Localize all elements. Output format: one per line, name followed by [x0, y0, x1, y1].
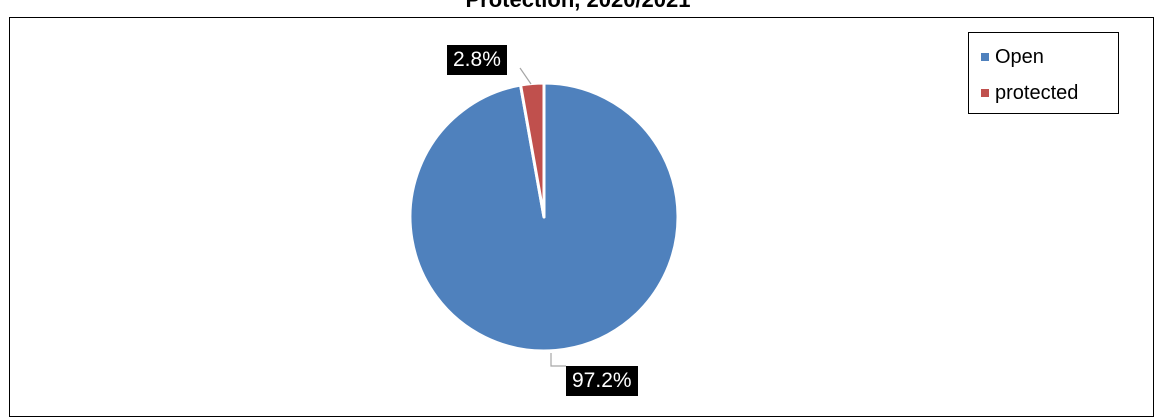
legend-swatch-protected — [981, 89, 989, 97]
data-label-protected: 2.8% — [447, 45, 507, 75]
legend-item-open: Open — [981, 39, 1118, 75]
chart-title: Protection, 2020/2021 — [0, 0, 1156, 13]
legend-label-open: Open — [995, 45, 1044, 68]
leader-line-open — [550, 353, 566, 367]
pie-slice-protected — [519, 81, 546, 219]
legend-label-protected: protected — [995, 81, 1079, 104]
data-label-open: 97.2% — [566, 366, 638, 396]
legend-swatch-open — [981, 53, 989, 61]
legend: Open protected — [968, 32, 1119, 114]
leader-line-protected — [519, 67, 532, 85]
pie-chart — [408, 67, 680, 367]
legend-item-protected: protected — [981, 75, 1118, 111]
